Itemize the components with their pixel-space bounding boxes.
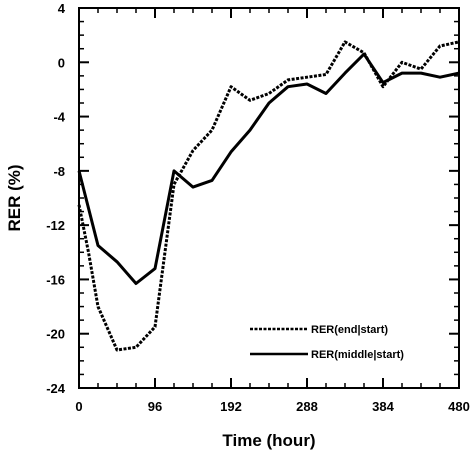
x-tick-label: 96 (148, 399, 162, 414)
y-tick-label: -20 (46, 327, 65, 342)
legend-label-rer-middle-start: RER(middle|start) (311, 349, 404, 361)
y-tick-label: 4 (58, 1, 66, 16)
y-tick-label: -24 (46, 381, 66, 396)
y-axis: 4 0 -4 -8 -12 -16 -20 -24 (46, 1, 459, 396)
x-tick-label: 384 (372, 399, 394, 414)
plot-border (78, 7, 460, 389)
x-tick-label: 288 (296, 399, 318, 414)
legend-label-rer-end-start: RER(end|start) (311, 324, 388, 336)
series-line-rer-end-start (77, 40, 460, 352)
x-tick-label: 480 (448, 399, 470, 414)
legend: RER(end|start) RER(middle|start) (250, 324, 404, 361)
series-line-rer-middle-start (77, 52, 460, 285)
x-tick-label: 0 (75, 399, 82, 414)
x-axis-title: Time (hour) (222, 431, 315, 450)
x-axis: 0 96 192 288 384 480 (75, 8, 470, 414)
y-axis-title: RER (%) (5, 164, 24, 231)
plot-frame (78, 7, 460, 389)
series-layer (77, 40, 460, 352)
y-tick-label: -4 (53, 110, 65, 125)
y-tick-label: -8 (53, 164, 65, 179)
x-tick-label: 192 (220, 399, 242, 414)
y-tick-label: -16 (46, 272, 65, 287)
y-tick-label: -12 (46, 218, 65, 233)
y-tick-label: 0 (58, 55, 65, 70)
